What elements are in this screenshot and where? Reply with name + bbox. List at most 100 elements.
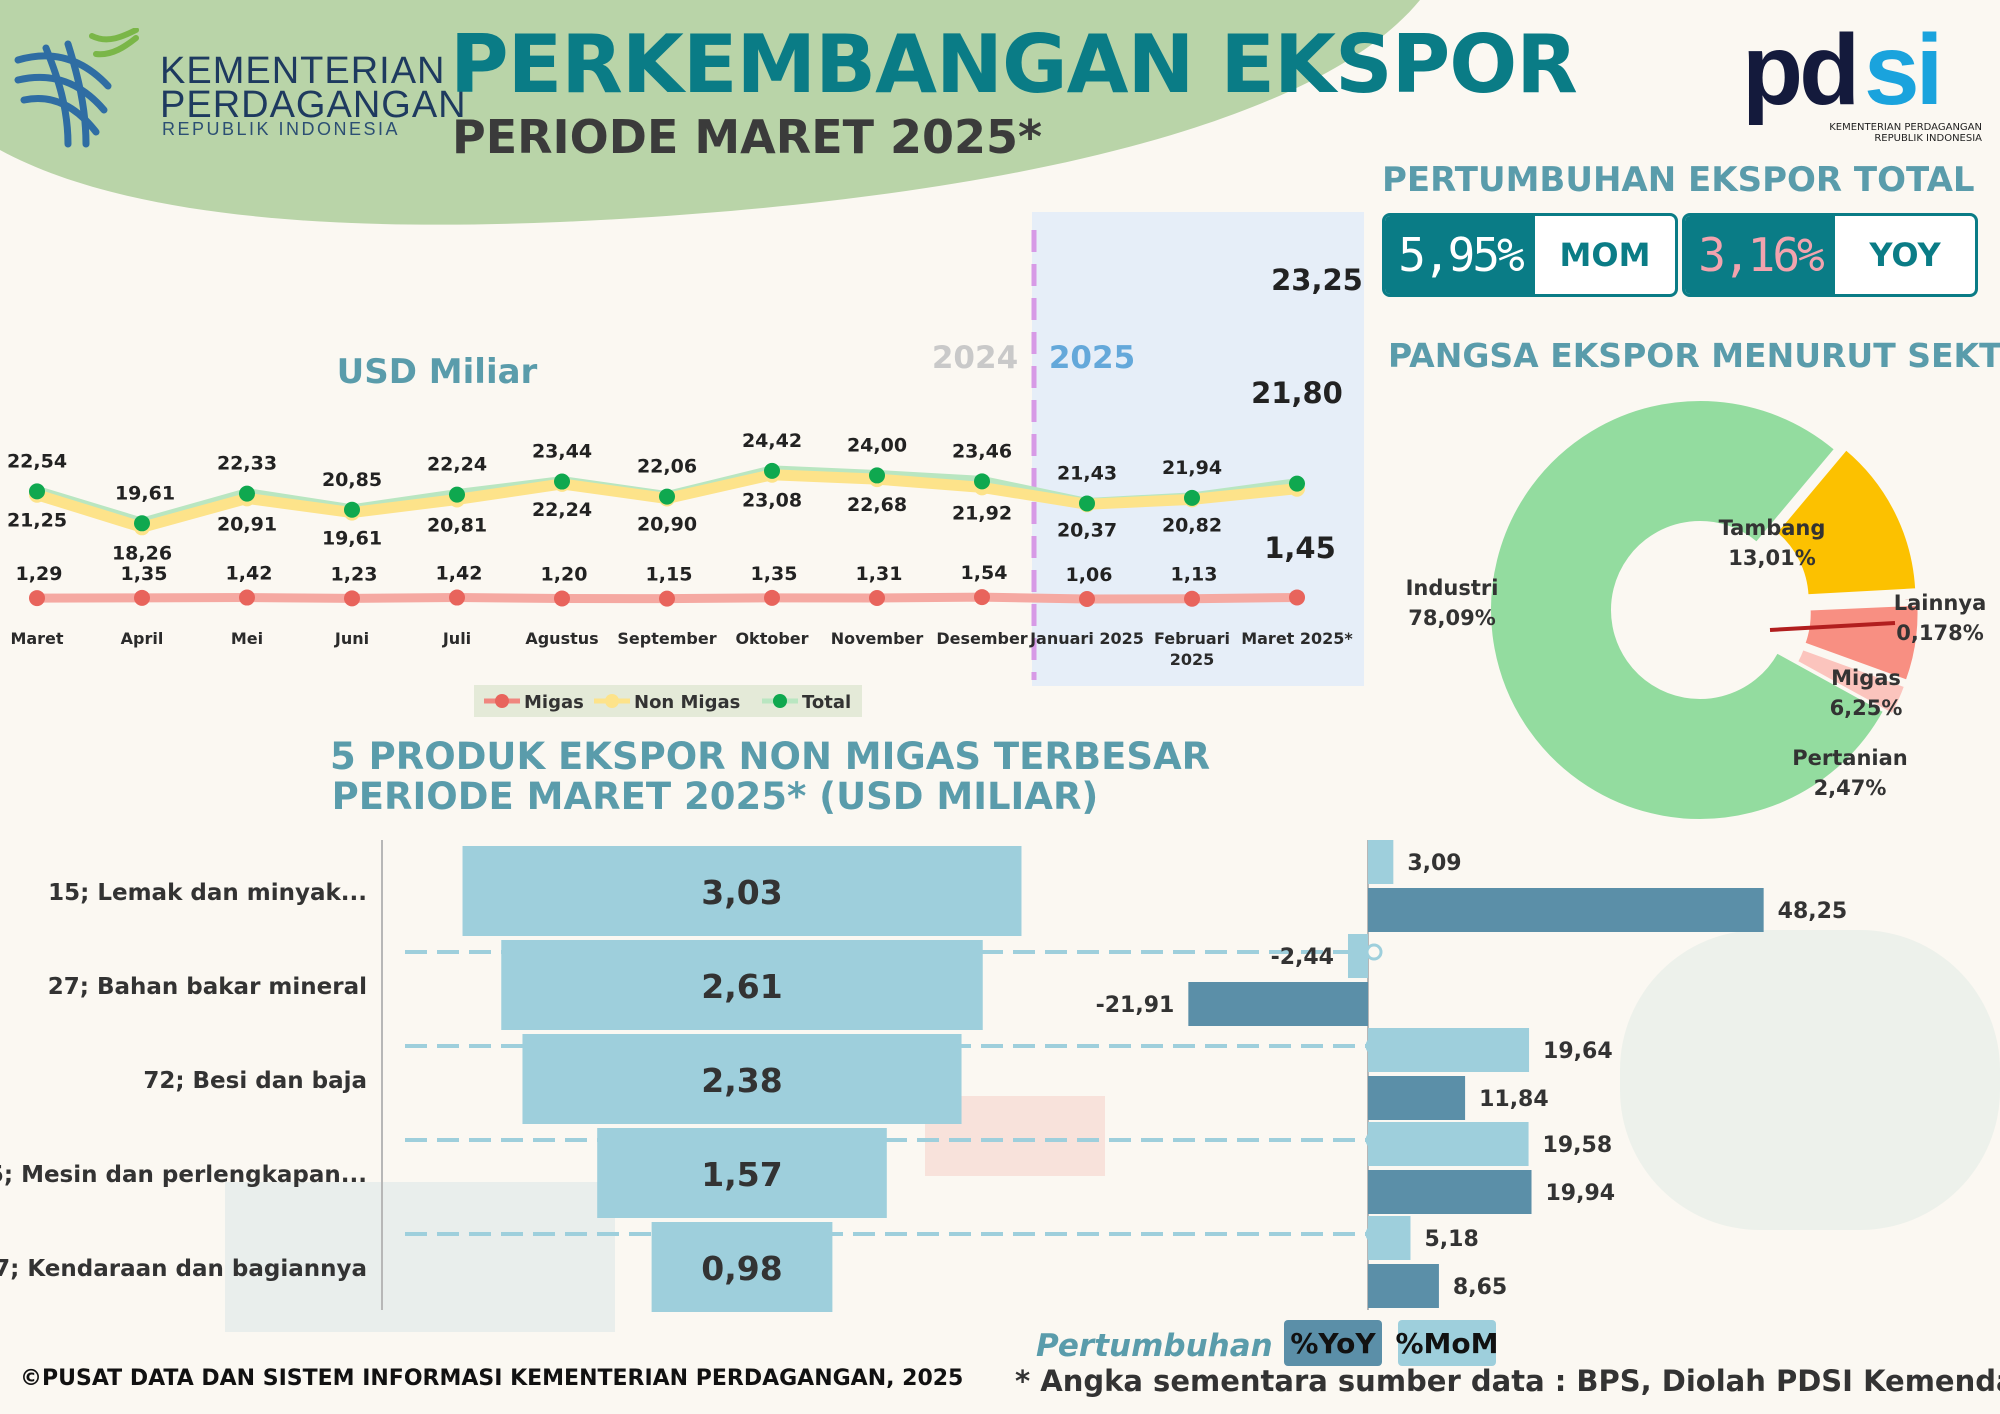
- migas-point: [659, 590, 675, 607]
- port-illustration: [1620, 930, 2000, 1230]
- row-divider-end: [1365, 943, 1383, 961]
- mom-bar: [1368, 1122, 1529, 1166]
- bar-title-line1: 5 PRODUK EKSPOR NON MIGAS TERBESAR: [330, 735, 1211, 778]
- year-2025-highlight: [1032, 212, 1364, 686]
- yoy-bar: [1368, 888, 1764, 932]
- mom-kpi: 5,95% MOM: [1382, 213, 1678, 297]
- pie-label-value: 2,47%: [1814, 776, 1887, 800]
- bar-title: 5 PRODUK EKSPOR NON MIGAS TERBESAR PERIO…: [330, 735, 1211, 817]
- sector-share-pie: Industri 78,09% Tambang 13,01% Lainnya 0,178%…: [1406, 399, 1986, 821]
- pie-label-value: 6,25%: [1830, 696, 1903, 720]
- legend-marker: [495, 694, 509, 708]
- growth-title: PERTUMBUHAN EKSPOR TOTAL: [1382, 160, 1975, 200]
- total-label: 21,43: [1057, 462, 1117, 484]
- yoy-bar: [1368, 1076, 1466, 1120]
- ministry-name-line1: KEMENTERIAN: [160, 50, 446, 92]
- pie-slice-pertanian: [1795, 647, 1907, 716]
- non-migas-label: 22,68: [847, 494, 907, 516]
- month-label: Desember: [936, 629, 1027, 648]
- ministry-name-line3: REPUBLIK INDONESIA: [162, 119, 401, 139]
- non-migas-label: 20,82: [1162, 514, 1222, 536]
- header-background: [0, 0, 1420, 225]
- month-label: September: [617, 629, 716, 648]
- yoy-bar: [1368, 1170, 1532, 1214]
- total-label: 22,24: [427, 454, 487, 476]
- migas-point: [764, 589, 780, 606]
- legend-marker: [773, 694, 787, 708]
- ministry-name-line2: PERDAGANGAN: [160, 84, 467, 126]
- month-label: Februari: [1154, 629, 1230, 648]
- ministry-logo-icon: [12, 27, 142, 152]
- total-label: 20,85: [322, 469, 382, 491]
- total-label: 24,00: [847, 434, 907, 456]
- non-migas-label: 21,80: [1251, 376, 1343, 410]
- mom-value: 5,95%: [1385, 216, 1535, 294]
- yoy-value-label: 11,84: [1479, 1087, 1549, 1112]
- migas-label: 1,29: [16, 563, 63, 585]
- total-point: [974, 473, 990, 490]
- month-label: Maret: [10, 629, 63, 648]
- mom-bar: [1347, 934, 1368, 978]
- total-label: 23,44: [532, 441, 592, 463]
- non-migas-label: 22,24: [532, 499, 592, 521]
- yoy-value: 3,16%: [1685, 216, 1835, 294]
- total-label: 23,46: [952, 440, 1012, 462]
- non-migas-label: 23,08: [742, 490, 802, 512]
- migas-point: [554, 590, 570, 607]
- total-point: [764, 462, 780, 479]
- product-bar-value: 3,03: [701, 873, 782, 912]
- total-label: 23,25: [1271, 263, 1363, 297]
- month-label: Mei: [231, 629, 263, 648]
- migas-point: [344, 590, 360, 607]
- month-label: Agustus: [525, 629, 598, 648]
- migas-label: 1,42: [436, 563, 483, 585]
- migas-point: [449, 589, 465, 606]
- year-label-2025: 2025: [1049, 340, 1135, 376]
- legend-label: Migas: [524, 692, 584, 713]
- migas-point: [1184, 590, 1200, 607]
- product-bar: [501, 940, 983, 1030]
- month-label-year: 2025: [1170, 650, 1215, 669]
- svg-text:si: si: [1864, 28, 1939, 126]
- total-label: 19,61: [115, 482, 175, 504]
- pie-slice-industri: [1489, 399, 1886, 821]
- month-label: April: [121, 629, 164, 648]
- yoy-label: YOY: [1869, 236, 1941, 274]
- migas-point: [869, 590, 885, 606]
- migas-label: 1,54: [961, 562, 1008, 584]
- total-point: [29, 483, 45, 500]
- yoy-value-label: 8,65: [1453, 1275, 1507, 1300]
- total-point: [239, 485, 255, 502]
- total-point: [869, 467, 885, 484]
- mom-label: MOM: [1559, 236, 1651, 274]
- non-migas-label: 18,26: [112, 542, 172, 564]
- product-bar: [597, 1128, 887, 1218]
- month-label: Oktober: [735, 629, 808, 648]
- total-label: 21,94: [1162, 457, 1222, 479]
- mom-bar: [1368, 1216, 1411, 1260]
- yoy-bar: [1188, 982, 1368, 1026]
- migas-label: 1,42: [226, 563, 273, 585]
- pie-title: PANGSA EKSPOR MENURUT SEKTOR: [1388, 336, 2000, 375]
- migas-label: 1,45: [1264, 531, 1336, 565]
- total-point: [134, 515, 150, 532]
- mom-bar: [1368, 1028, 1530, 1072]
- unit-label: USD Miliar: [337, 352, 538, 392]
- migas-point: [29, 590, 45, 607]
- yoy-value-label: 48,25: [1778, 899, 1848, 924]
- total-point: [344, 501, 360, 518]
- container-illustration: [225, 1182, 615, 1332]
- non-migas-label: 20,37: [1057, 519, 1117, 541]
- migas-point: [1079, 591, 1095, 607]
- month-label: Maret 2025*: [1241, 629, 1353, 648]
- non-migas-label: 20,91: [217, 513, 277, 535]
- total-label: 22,33: [217, 453, 277, 475]
- total-label: 22,54: [7, 450, 67, 472]
- migas-label: 1,23: [331, 563, 378, 585]
- pie-slice-lainnya: [1808, 596, 1920, 607]
- non-migas-label: 20,81: [427, 514, 487, 536]
- migas-label: 1,31: [856, 563, 903, 585]
- mom-value-label: 19,64: [1543, 1039, 1613, 1064]
- non-migas-label: 19,61: [322, 528, 382, 550]
- pie-label-name: Migas: [1831, 666, 1901, 690]
